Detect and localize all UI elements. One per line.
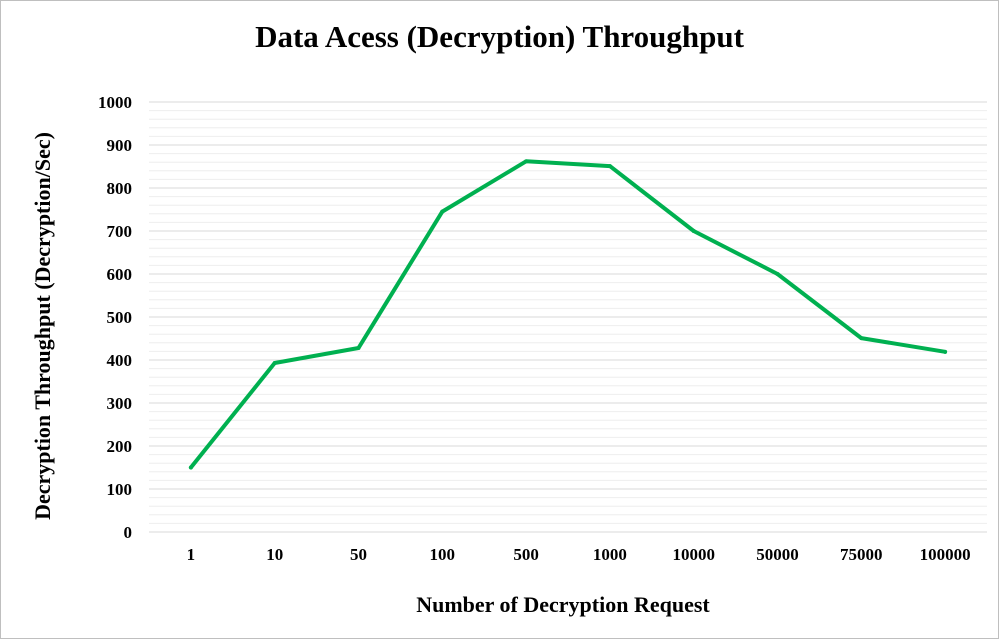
- y-tick-label: 200: [107, 437, 133, 456]
- y-tick-label: 900: [107, 136, 133, 155]
- y-tick-label: 100: [107, 480, 133, 499]
- x-tick-label: 50000: [756, 545, 799, 564]
- data-point: [943, 349, 948, 354]
- y-tick-label: 0: [124, 523, 133, 542]
- x-tick-labels: 1 10 50 100 500 1000 10000 50000 75000 100000: [187, 545, 971, 564]
- series-layer: [188, 159, 948, 470]
- series-line: [188, 159, 948, 470]
- x-tick-label: 1000: [593, 545, 627, 564]
- y-tick-label: 600: [107, 265, 133, 284]
- x-tick-label: 50: [350, 545, 367, 564]
- data-point: [859, 336, 864, 341]
- data-point: [607, 164, 612, 169]
- x-tick-label: 75000: [840, 545, 883, 564]
- data-point: [524, 159, 529, 164]
- y-tick-labels: 0 100 200 300 400 500 600 700 800 900 1000: [98, 93, 132, 542]
- x-tick-label: 500: [513, 545, 539, 564]
- y-tick-label: 1000: [98, 93, 132, 112]
- data-point: [440, 209, 445, 214]
- gridlines: [149, 101, 987, 533]
- chart-title: Data Acess (Decryption) Throughput: [255, 19, 744, 54]
- x-tick-label: 1: [187, 545, 196, 564]
- y-tick-label: 300: [107, 394, 133, 413]
- x-axis-title: Number of Decryption Request: [416, 592, 710, 617]
- x-tick-label: 10: [266, 545, 283, 564]
- data-point: [188, 465, 193, 470]
- data-point: [356, 345, 361, 350]
- x-tick-label: 100: [430, 545, 456, 564]
- y-tick-label: 500: [107, 308, 133, 327]
- y-tick-label: 700: [107, 222, 133, 241]
- y-tick-label: 400: [107, 351, 133, 370]
- x-tick-label: 100000: [920, 545, 971, 564]
- y-tick-label: 800: [107, 179, 133, 198]
- data-point: [775, 272, 780, 276]
- data-point: [272, 361, 277, 366]
- data-point: [691, 229, 696, 233]
- x-tick-label: 10000: [672, 545, 715, 564]
